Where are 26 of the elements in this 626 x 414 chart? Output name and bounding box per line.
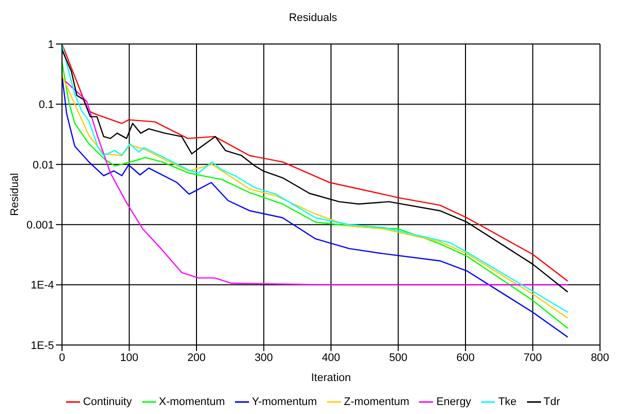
y-tick-label: 1E-4 xyxy=(30,280,54,292)
legend-label: Y-momentum xyxy=(252,396,317,408)
x-axis-title: Iteration xyxy=(311,372,351,384)
x-tick-label: 200 xyxy=(187,352,206,364)
y-axis-title: Residual xyxy=(8,173,21,216)
legend-label: Continuity xyxy=(82,396,132,408)
legend-label: Z-momentum xyxy=(344,396,410,408)
y-tick-label: 1 xyxy=(48,38,54,51)
y-tick-label: 0.1 xyxy=(38,99,54,112)
legend-label: X-momentum xyxy=(158,396,225,408)
x-tick-label: 300 xyxy=(254,352,273,364)
y-tick-label: 0.01 xyxy=(32,159,54,172)
y-tick-label: 1E-5 xyxy=(30,340,54,352)
x-tick-label: 500 xyxy=(389,352,408,364)
chart-title: Residuals xyxy=(288,12,338,24)
x-tick-label: 700 xyxy=(524,352,542,364)
legend-label: Energy xyxy=(436,396,472,408)
legend-label: Tke xyxy=(498,396,517,408)
y-tick-label: 0.001 xyxy=(26,220,54,232)
x-tick-label: 100 xyxy=(120,352,138,364)
line-series xyxy=(64,80,568,286)
x-tick-label: 400 xyxy=(322,352,340,364)
legend-label: Tdr xyxy=(544,396,560,408)
x-tick-label: 600 xyxy=(456,352,475,364)
x-tick-label: 800 xyxy=(590,352,610,364)
x-tick-label: 0 xyxy=(58,352,66,364)
